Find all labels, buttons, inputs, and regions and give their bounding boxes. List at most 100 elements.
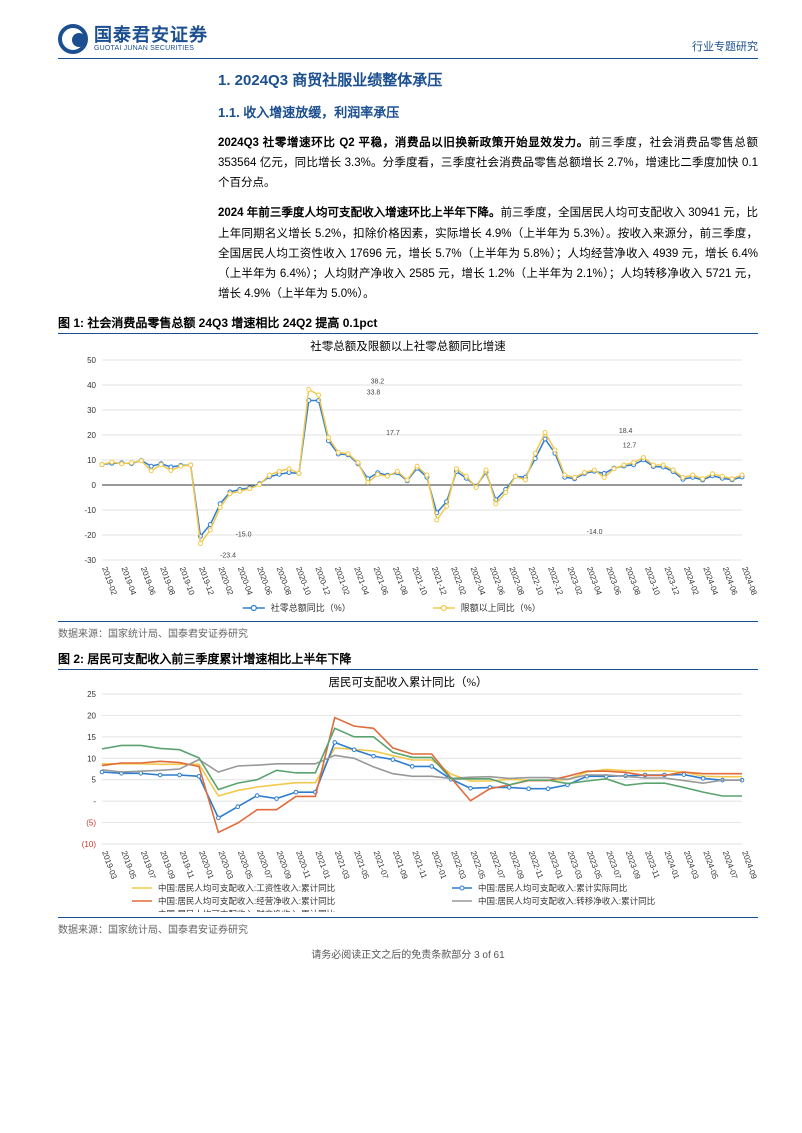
logo-text-en: GUOTAI JUNAN SECURITIES (94, 45, 208, 52)
page-header: 国泰君安证券 GUOTAI JUNAN SECURITIES 行业专题研究 (58, 24, 758, 59)
svg-text:2019-05: 2019-05 (120, 850, 139, 881)
svg-text:38.2: 38.2 (371, 379, 385, 386)
figure-1-title: 图 1: 社会消费品零售总额 24Q3 增速相比 24Q2 提高 0.1pct (58, 314, 758, 334)
paragraph-2: 2024 年前三季度人均可支配收入增速环比上半年下降。前三季度，全国居民人均可支… (218, 203, 758, 304)
svg-text:2022-08: 2022-08 (507, 566, 526, 597)
svg-text:2022-10: 2022-10 (527, 566, 546, 597)
svg-text:2021-09: 2021-09 (391, 850, 410, 881)
paragraph-1: 2024Q3 社零增速环比 Q2 平稳，消费品以旧换新政策开始显效发力。前三季度… (218, 133, 758, 193)
figure-1-chart: 社零总额及限额以上社零总额同比增速-30-20-1001020304050201… (58, 336, 758, 619)
svg-text:2019-10: 2019-10 (178, 566, 197, 597)
svg-text:中国:居民人均可支配收入:累计实际同比: 中国:居民人均可支配收入:累计实际同比 (478, 883, 627, 893)
svg-text:12.7: 12.7 (623, 442, 637, 449)
figure-2-chart: 居民可支配收入累计同比（%）(10)(5)-5101520252019-0320… (58, 672, 758, 915)
svg-text:2022-09: 2022-09 (507, 850, 526, 881)
section-heading-1: 1. 2024Q3 商贸社服业绩整体承压 (218, 69, 758, 90)
svg-text:-14.0: -14.0 (587, 529, 603, 536)
svg-text:2021-03: 2021-03 (333, 850, 352, 881)
svg-text:2024-03: 2024-03 (682, 850, 701, 881)
svg-text:-10: -10 (84, 506, 96, 515)
svg-text:2020-07: 2020-07 (255, 850, 274, 881)
section-heading-1-1: 1.1. 收入增速放缓，利润率承压 (218, 102, 758, 121)
svg-text:2020-02: 2020-02 (216, 566, 235, 597)
svg-text:-23.4: -23.4 (220, 553, 236, 560)
svg-text:20: 20 (87, 711, 96, 720)
svg-text:2024-09: 2024-09 (740, 850, 758, 881)
svg-text:2022-05: 2022-05 (469, 850, 488, 881)
logo-text-cn: 国泰君安证券 (94, 26, 208, 45)
svg-text:33.8: 33.8 (367, 390, 381, 397)
svg-text:5: 5 (92, 776, 97, 785)
para1-bold: 2024Q3 社零增速环比 Q2 平稳，消费品以旧换新政策开始显效发力。 (218, 137, 589, 149)
svg-text:2023-03: 2023-03 (566, 850, 585, 881)
svg-text:10: 10 (87, 456, 96, 465)
svg-text:2019-08: 2019-08 (158, 566, 177, 597)
svg-text:2024-07: 2024-07 (721, 850, 740, 881)
svg-text:-15.0: -15.0 (236, 532, 252, 539)
page-footer: 请务必阅读正文之后的免责条款部分 3 of 61 (58, 946, 758, 961)
svg-text:2020-04: 2020-04 (236, 566, 255, 597)
header-right-text: 行业专题研究 (692, 38, 758, 54)
svg-text:2024-01: 2024-01 (663, 850, 682, 881)
svg-text:2023-08: 2023-08 (624, 566, 643, 597)
svg-text:2024-04: 2024-04 (701, 566, 720, 597)
svg-text:40: 40 (87, 381, 96, 390)
para2-bold: 2024 年前三季度人均可支配收入增速环比上半年下降。 (218, 207, 501, 219)
svg-text:2022-07: 2022-07 (488, 850, 507, 881)
brand-logo: 国泰君安证券 GUOTAI JUNAN SECURITIES (58, 24, 208, 54)
svg-text:2020-08: 2020-08 (275, 566, 294, 597)
svg-text:-: - (93, 797, 96, 806)
svg-text:2019-07: 2019-07 (139, 850, 158, 881)
svg-text:2023-04: 2023-04 (585, 566, 604, 597)
svg-text:2020-11: 2020-11 (294, 850, 312, 881)
svg-text:2020-10: 2020-10 (294, 566, 313, 597)
svg-text:2022-12: 2022-12 (546, 566, 565, 597)
svg-text:2021-08: 2021-08 (391, 566, 410, 597)
svg-text:2023-12: 2023-12 (663, 566, 682, 597)
svg-text:2020-09: 2020-09 (275, 850, 294, 881)
svg-text:2021-02: 2021-02 (333, 566, 352, 597)
svg-text:50: 50 (87, 356, 96, 365)
svg-text:2021-01: 2021-01 (313, 850, 332, 881)
svg-text:2022-03: 2022-03 (449, 850, 468, 881)
svg-text:25: 25 (87, 690, 96, 699)
svg-text:2019-04: 2019-04 (120, 566, 139, 597)
svg-text:社零总额及限额以上社零总额同比增速: 社零总额及限额以上社零总额同比增速 (310, 339, 506, 353)
svg-text:中国:居民人均可支配收入:财产净收入:累计同比: 中国:居民人均可支配收入:财产净收入:累计同比 (158, 909, 335, 912)
svg-text:2024-02: 2024-02 (682, 566, 701, 597)
svg-text:2020-12: 2020-12 (313, 566, 332, 597)
svg-text:中国:居民人均可支配收入:经营净收入:累计同比: 中国:居民人均可支配收入:经营净收入:累计同比 (158, 896, 335, 906)
svg-text:(10): (10) (82, 840, 97, 849)
svg-text:10: 10 (87, 754, 96, 763)
svg-text:2024-05: 2024-05 (701, 850, 720, 881)
svg-text:2023-07: 2023-07 (604, 850, 623, 881)
svg-text:-30: -30 (84, 556, 96, 565)
para2-rest: 前三季度，全国居民人均可支配收入 30941 元，比上年同期名义增长 5.2%，… (218, 207, 758, 300)
svg-text:2023-01: 2023-01 (546, 850, 565, 881)
figure-2-source: 数据来源：国家统计局、国泰君安证券研究 (58, 917, 758, 936)
svg-text:2022-06: 2022-06 (488, 566, 507, 597)
svg-text:中国:居民人均可支配收入:转移净收入:累计同比: 中国:居民人均可支配收入:转移净收入:累计同比 (478, 896, 655, 906)
svg-text:2019-09: 2019-09 (158, 850, 177, 881)
svg-text:2023-09: 2023-09 (624, 850, 643, 881)
svg-text:2019-02: 2019-02 (100, 566, 119, 597)
svg-text:2023-10: 2023-10 (643, 566, 662, 597)
svg-text:2021-12: 2021-12 (430, 566, 449, 597)
svg-text:20: 20 (87, 431, 96, 440)
svg-text:2020-03: 2020-03 (216, 850, 235, 881)
logo-icon (58, 24, 88, 54)
svg-text:2022-01: 2022-01 (430, 850, 449, 881)
svg-text:2020-01: 2020-01 (197, 850, 216, 881)
svg-text:30: 30 (87, 406, 96, 415)
svg-text:中国:居民人均可支配收入:工资性收入:累计同比: 中国:居民人均可支配收入:工资性收入:累计同比 (158, 883, 335, 893)
svg-text:2023-11: 2023-11 (643, 850, 661, 881)
svg-text:2022-02: 2022-02 (449, 566, 468, 597)
svg-text:2024-06: 2024-06 (721, 566, 740, 597)
svg-text:2019-12: 2019-12 (197, 566, 216, 597)
figure-1-source: 数据来源：国家统计局、国泰君安证券研究 (58, 621, 758, 640)
svg-text:2021-07: 2021-07 (372, 850, 391, 881)
svg-text:17.7: 17.7 (386, 430, 400, 437)
svg-text:2019-11: 2019-11 (178, 850, 196, 881)
svg-text:2020-05: 2020-05 (236, 850, 255, 881)
svg-text:2021-10: 2021-10 (410, 566, 429, 597)
